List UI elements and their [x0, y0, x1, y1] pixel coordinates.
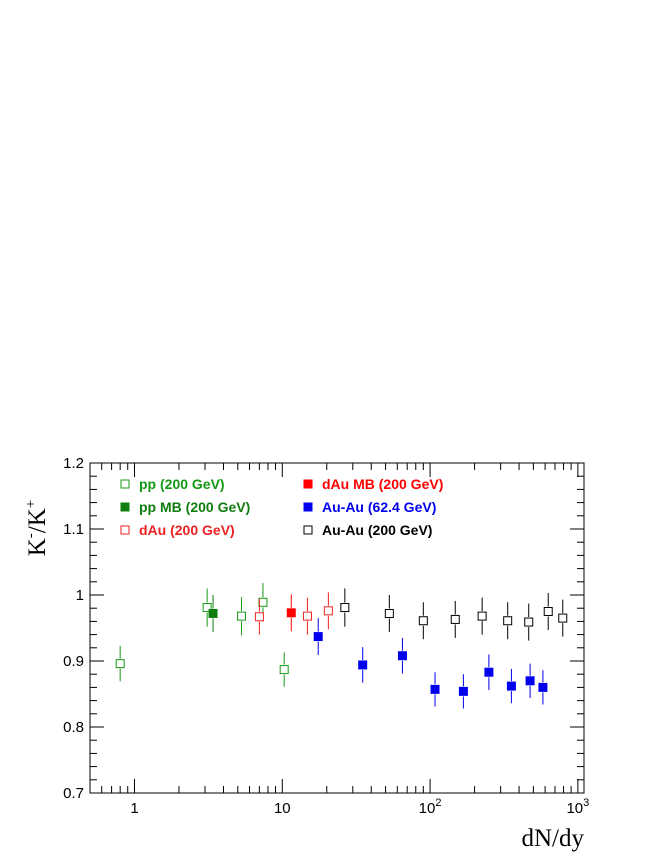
- legend-marker: [120, 502, 130, 512]
- y-tick-label: 1: [76, 587, 84, 604]
- data-point: [503, 616, 513, 626]
- legend-marker: [120, 525, 130, 535]
- legend-entry: Au-Au (200 GeV): [303, 522, 432, 538]
- series-0: [115, 583, 289, 687]
- data-point: [323, 606, 333, 616]
- legend-marker: [303, 502, 313, 512]
- data-point: [202, 603, 212, 613]
- legend-marker: [303, 525, 313, 535]
- data-point: [558, 613, 568, 623]
- x-tick-label: 10: [274, 800, 291, 817]
- legend-marker: [120, 479, 130, 489]
- data-point: [115, 659, 125, 669]
- data-point: [430, 684, 440, 694]
- data-point: [208, 608, 218, 618]
- legend-entry: Au-Au (62.4 GeV): [303, 499, 436, 515]
- legend: pp (200 GeV) pp MB (200 GeV) dAu (200 GeV)…: [120, 476, 443, 538]
- x-tick-label: 103: [566, 797, 589, 817]
- data-point: [450, 614, 460, 624]
- data-point: [358, 660, 368, 670]
- legend-entry: pp MB (200 GeV): [120, 499, 250, 515]
- data-point: [302, 611, 312, 621]
- legend-label: dAu (200 GeV): [139, 522, 235, 538]
- data-point: [279, 665, 289, 675]
- x-tick-label: 102: [419, 797, 442, 817]
- data-point: [418, 616, 428, 626]
- data-point: [258, 597, 268, 607]
- axis-ticks: [89, 462, 584, 794]
- y-axis-title: K-/K+: [23, 500, 51, 557]
- data-point: [506, 681, 516, 691]
- legend-entry: pp (200 GeV): [120, 476, 225, 492]
- data-point: [525, 676, 535, 686]
- y-axis-title-sup2: +: [23, 500, 39, 508]
- data-point: [524, 617, 534, 627]
- legend-marker: [303, 479, 313, 489]
- legend-label: Au-Au (200 GeV): [322, 522, 432, 538]
- y-axis-title-slash: /K: [24, 508, 51, 533]
- data-point: [538, 682, 548, 692]
- legend-label: pp (200 GeV): [139, 476, 225, 492]
- data-point: [477, 611, 487, 621]
- legend-entry: dAu MB (200 GeV): [303, 476, 443, 492]
- data-point: [458, 686, 468, 696]
- data-point: [543, 607, 553, 616]
- data-point: [254, 612, 264, 622]
- data-points: [115, 583, 568, 709]
- y-tick-label: 0.8: [63, 719, 84, 736]
- data-point: [384, 608, 394, 618]
- x-tick-label: 1: [130, 800, 138, 817]
- tick-labels: 0.7 0.8 0.9 1 1.1 1.2 1 10 102 103: [63, 455, 589, 817]
- y-axis-title-sup1: -: [23, 533, 39, 538]
- data-point: [237, 611, 247, 621]
- plot-frame: [89, 462, 585, 794]
- y-tick-label: 0.9: [63, 653, 84, 670]
- legend-label: Au-Au (62.4 GeV): [322, 499, 436, 515]
- series-2: [254, 592, 333, 635]
- x-axis-title: dN/dy: [522, 825, 585, 852]
- data-point: [313, 632, 323, 642]
- legend-label: dAu MB (200 GeV): [322, 476, 443, 492]
- y-tick-label: 1.2: [63, 455, 84, 472]
- legend-label: pp MB (200 GeV): [139, 499, 250, 515]
- data-point: [484, 667, 494, 677]
- y-tick-label: 1.1: [63, 521, 84, 538]
- data-point: [340, 603, 350, 613]
- series-3: [286, 594, 296, 632]
- series-1: [208, 595, 218, 632]
- data-point: [286, 608, 296, 618]
- y-tick-label: 0.7: [63, 785, 84, 802]
- series-5: [340, 588, 568, 641]
- data-point: [397, 651, 407, 661]
- y-axis-title-base: K: [24, 538, 51, 556]
- series-4: [313, 618, 548, 709]
- legend-entry: dAu (200 GeV): [120, 522, 235, 538]
